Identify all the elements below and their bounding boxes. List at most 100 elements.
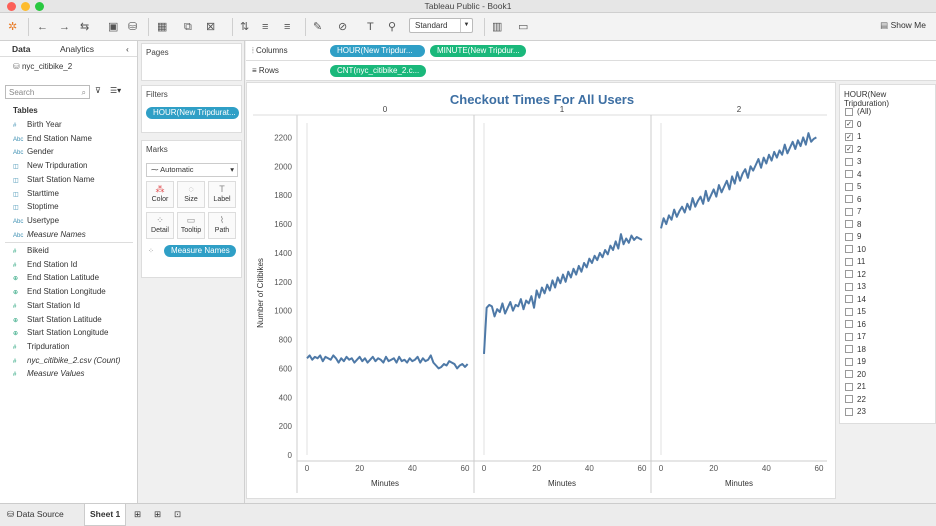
measures-field[interactable]: ⊕ Start Station Longitude xyxy=(13,328,108,337)
new-datasource-icon[interactable]: ⛁ xyxy=(128,21,138,33)
tableau-logo-icon[interactable]: ✲ xyxy=(8,21,18,33)
measures-field[interactable]: ⊕ End Station Latitude xyxy=(13,273,99,282)
close-window-button[interactable] xyxy=(7,2,16,11)
checkbox[interactable]: ✓ xyxy=(845,132,853,141)
legend-item[interactable]: 5 xyxy=(845,182,861,193)
checkbox[interactable] xyxy=(845,207,853,216)
measures-field[interactable]: ⊕ End Station Longitude xyxy=(13,287,106,296)
legend-item[interactable]: 14 xyxy=(845,295,866,306)
new-dashboard-tab-icon[interactable]: ⊞ xyxy=(154,509,162,519)
fit-mode-dropdown[interactable]: Standard ▼ xyxy=(409,18,473,33)
legend-item[interactable]: 6 xyxy=(845,195,861,206)
tab-data[interactable]: Data xyxy=(12,44,31,54)
sort-descending-icon[interactable]: ≡ xyxy=(284,21,291,33)
legend-item[interactable]: 20 xyxy=(845,370,866,381)
show-me-button[interactable]: ▤ Show Me xyxy=(880,20,926,31)
dimensions-field[interactable]: ◫ New Tripduration xyxy=(13,161,87,170)
pin-icon[interactable]: ⚲ xyxy=(388,21,397,33)
measures-field[interactable]: # End Station Id xyxy=(13,260,77,269)
sort-ascending-icon[interactable]: ≡ xyxy=(262,21,269,33)
dimensions-field[interactable]: ◫ Starttime xyxy=(13,189,59,198)
column-pill-hour[interactable]: HOUR(New Tripdur... xyxy=(330,45,425,57)
measure-names-pill[interactable]: Measure Names xyxy=(164,245,236,257)
legend-item[interactable]: ✓ 1 xyxy=(845,132,861,143)
columns-shelf[interactable]: ⦙ Columns HOUR(New Tripdur... MINUTE(New… xyxy=(246,41,936,61)
dimensions-field[interactable]: ◫ Start Station Name xyxy=(13,175,95,184)
swap-rows-columns-icon[interactable]: ⇅ xyxy=(240,21,250,33)
checkbox[interactable] xyxy=(845,345,853,354)
minimize-window-button[interactable] xyxy=(21,2,30,11)
path-button[interactable]: ⌇ Path xyxy=(208,212,236,239)
highlight-icon[interactable]: ✎ xyxy=(313,21,323,33)
legend-item[interactable]: 7 xyxy=(845,207,861,218)
save-icon[interactable]: ▣ xyxy=(108,21,119,33)
label-button[interactable]: T Label xyxy=(208,181,236,208)
legend-item[interactable]: 8 xyxy=(845,220,861,231)
new-story-tab-icon[interactable]: ⊡ xyxy=(174,509,182,519)
presentation-icon[interactable]: ▭ xyxy=(518,21,529,33)
dimensions-field[interactable]: ◫ Stoptime xyxy=(13,202,59,211)
checkbox[interactable] xyxy=(845,220,853,229)
row-pill-count[interactable]: CNT(nyc_citibike_2.c... xyxy=(330,65,426,77)
size-button[interactable]: ◌ Size xyxy=(177,181,205,208)
zoom-window-button[interactable] xyxy=(35,2,44,11)
dimensions-field[interactable]: Abc End Station Name xyxy=(13,134,92,143)
checkbox[interactable] xyxy=(845,182,853,191)
measures-field[interactable]: ⊕ Start Station Latitude xyxy=(13,315,102,324)
checkbox[interactable] xyxy=(845,107,853,116)
datasource-item[interactable]: ⛁ nyc_citibike_2 xyxy=(13,62,72,71)
legend-item[interactable]: ✓ 2 xyxy=(845,145,861,156)
legend-item[interactable]: ✓ 0 xyxy=(845,120,861,131)
sheet-tab[interactable]: Sheet 1 xyxy=(84,504,127,526)
column-pill-minute[interactable]: MINUTE(New Tripdur... xyxy=(430,45,526,57)
legend-item[interactable]: 17 xyxy=(845,332,866,343)
legend-item[interactable]: 11 xyxy=(845,257,865,268)
checkbox[interactable] xyxy=(845,407,853,416)
checkbox[interactable] xyxy=(845,195,853,204)
data-source-tab[interactable]: ⛁ Data Source xyxy=(2,504,69,526)
measures-field[interactable]: # Measure Values xyxy=(13,369,85,378)
filter-icon[interactable]: ⊽ xyxy=(95,86,101,95)
line-chart[interactable]: Checkout Times For All Users Number of Ci… xyxy=(247,83,837,500)
duplicate-icon[interactable]: ⧉ xyxy=(184,21,192,33)
checkbox[interactable] xyxy=(845,357,853,366)
legend-item[interactable]: 21 xyxy=(845,382,866,393)
measures-field[interactable]: # Tripduration xyxy=(13,342,69,351)
labels-icon[interactable]: T xyxy=(367,21,374,33)
filters-card[interactable]: Filters HOUR(New Tripdurat... xyxy=(141,85,242,133)
clear-sheet-icon[interactable]: ⊠ xyxy=(206,21,216,33)
fit-icon[interactable]: ▥ xyxy=(492,21,503,33)
new-worksheet-tab-icon[interactable]: ⊞ xyxy=(134,509,142,519)
filter-pill-hour[interactable]: HOUR(New Tripdurat... xyxy=(146,107,239,119)
checkbox[interactable] xyxy=(845,395,853,404)
measures-field[interactable]: # Bikeid xyxy=(13,246,49,255)
legend-item[interactable]: 19 xyxy=(845,357,866,368)
measures-field[interactable]: # Start Station Id xyxy=(13,301,80,310)
legend-item[interactable]: 13 xyxy=(845,282,866,293)
mark-type-dropdown[interactable]: ⁓ Automatic ▾ xyxy=(146,163,238,177)
legend-item[interactable]: 23 xyxy=(845,407,866,418)
dimensions-field[interactable]: Abc Measure Names xyxy=(13,230,86,239)
legend-item[interactable]: (All) xyxy=(845,107,871,118)
pages-card[interactable]: Pages xyxy=(141,43,242,81)
checkbox[interactable]: ✓ xyxy=(845,120,853,129)
checkbox[interactable] xyxy=(845,270,853,279)
legend-item[interactable]: 10 xyxy=(845,245,866,256)
checkbox[interactable] xyxy=(845,320,853,329)
measures-field[interactable]: # nyc_citibike_2.csv (Count) xyxy=(13,356,120,365)
legend-item[interactable]: 12 xyxy=(845,270,866,281)
undo-icon[interactable]: ← xyxy=(37,21,48,33)
swap-icon[interactable]: ⇆ xyxy=(80,21,90,33)
window-controls[interactable] xyxy=(7,2,44,11)
search-input[interactable]: Search ⌕ xyxy=(5,85,90,99)
legend-item[interactable]: 18 xyxy=(845,345,866,356)
detail-button[interactable]: ⁘ Detail xyxy=(146,212,174,239)
new-worksheet-icon[interactable]: ▦ xyxy=(157,21,168,33)
legend-item[interactable]: 4 xyxy=(845,170,861,181)
checkbox[interactable] xyxy=(845,232,853,241)
dimensions-field[interactable]: # Birth Year xyxy=(13,120,62,129)
checkbox[interactable]: ✓ xyxy=(845,145,853,154)
checkbox[interactable] xyxy=(845,332,853,341)
checkbox[interactable] xyxy=(845,370,853,379)
dimensions-field[interactable]: Abc Usertype xyxy=(13,216,59,225)
